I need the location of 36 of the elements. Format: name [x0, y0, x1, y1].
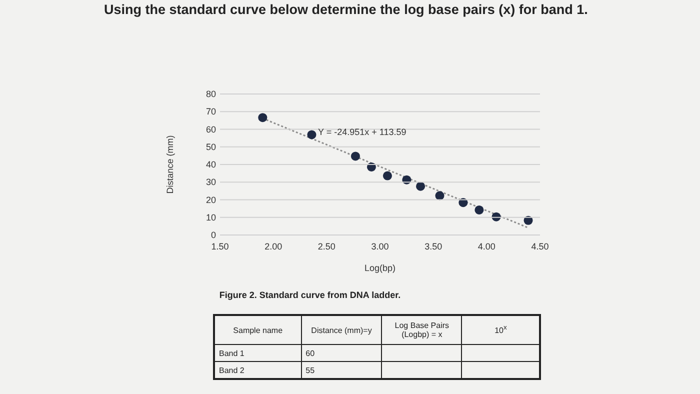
- point: [350, 152, 360, 161]
- point: [258, 113, 268, 122]
- x-tick-label: 3.00: [371, 241, 389, 252]
- y-tick-label: 60: [206, 124, 216, 134]
- y-tick-label: 80: [206, 89, 216, 99]
- y-tick-label: 20: [206, 194, 216, 205]
- text: Sample name: [233, 326, 283, 334]
- y-axis-title: Distance (mm): [165, 135, 176, 194]
- point: [474, 205, 484, 214]
- text: Band 1: [219, 348, 244, 358]
- point: [382, 171, 392, 180]
- x-tick-label: 4.50: [531, 241, 549, 252]
- y-tick-label: 30: [206, 177, 216, 188]
- x-tick-label: 1.50: [211, 241, 229, 252]
- y-tick-label: 0: [210, 230, 216, 240]
- point: [307, 130, 316, 140]
- x-axis-title: Log(bp): [364, 263, 396, 273]
- annotation: Y = -24.951x + 113.59: [318, 127, 406, 137]
- text: Log Base Pairs (Logbp) = x: [394, 321, 450, 339]
- x-tick-label: 2.00: [264, 241, 282, 252]
- text: 55: [306, 366, 315, 374]
- text: Band 2: [219, 366, 244, 374]
- y-tick-label: 10: [206, 212, 216, 222]
- y-tick-label: 70: [206, 106, 216, 117]
- x-tick-label: 2.50: [318, 241, 336, 252]
- chart-title: Using the standard curve below determine the log base pairs (x) for band 1.: [104, 2, 588, 17]
- y-tick-label: 50: [206, 142, 216, 152]
- caption: Figure 2. Standard curve from DNA ladder.: [219, 290, 401, 300]
- text: Distance (mm)=y: [311, 326, 372, 334]
- x-tick-label: 3.50: [424, 241, 442, 252]
- x-tick-label: 4.00: [478, 241, 496, 252]
- text: 60: [306, 348, 315, 358]
- point: [416, 182, 426, 191]
- y-tick-label: 40: [206, 160, 216, 170]
- text: 10$^{x}$: [494, 324, 507, 336]
- point: [435, 191, 444, 200]
